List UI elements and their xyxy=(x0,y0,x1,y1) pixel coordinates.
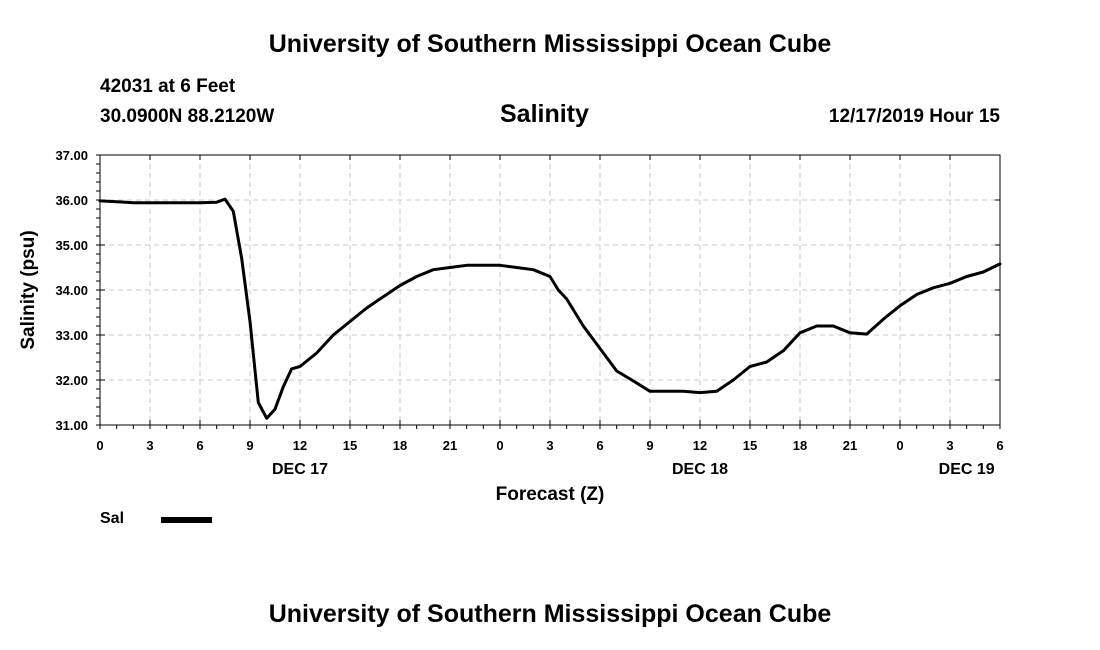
forecast-timestamp: 12/17/2019 Hour 15 xyxy=(828,106,1000,127)
x-tick-label: 6 xyxy=(596,438,603,453)
x-tick-label: 3 xyxy=(546,438,553,453)
x-tick-label: 3 xyxy=(146,438,153,453)
page-title: University of Southern Mississippi Ocean… xyxy=(268,30,832,58)
day-label: DEC 19 xyxy=(939,461,995,478)
legend-label: Sal xyxy=(100,510,125,527)
plot-frame xyxy=(99,154,1001,426)
x-tick-label: 9 xyxy=(646,438,653,453)
day-label: DEC 18 xyxy=(672,461,728,478)
y-tick-label: 33.00 xyxy=(55,328,88,343)
legend-line-swatch xyxy=(161,517,212,523)
x-tick-label: 21 xyxy=(443,438,457,453)
station-label: 42031 at 6 Feet xyxy=(100,76,236,97)
y-tick-label: 37.00 xyxy=(55,148,88,163)
x-tick-label: 3 xyxy=(946,438,953,453)
station-coords: 30.0900N 88.2120W xyxy=(100,106,275,127)
x-tick-label: 12 xyxy=(293,438,307,453)
footer-title: University of Southern Mississippi Ocean… xyxy=(268,600,832,628)
y-tick-label: 31.00 xyxy=(55,418,88,433)
x-tick-label: 12 xyxy=(693,438,707,453)
x-tick-label: 15 xyxy=(343,438,357,453)
x-tick-label: 6 xyxy=(196,438,203,453)
x-tick-label: 0 xyxy=(496,438,503,453)
x-tick-label: 18 xyxy=(393,438,407,453)
x-tick-label: 0 xyxy=(896,438,903,453)
y-tick-label: 35.00 xyxy=(55,238,88,253)
x-tick-label: 15 xyxy=(743,438,757,453)
x-tick-label: 21 xyxy=(843,438,857,453)
salinity-series-line xyxy=(98,197,1002,420)
x-tick-label: 6 xyxy=(996,438,1003,453)
y-tick-label: 34.00 xyxy=(55,283,88,298)
y-tick-label: 36.00 xyxy=(55,193,88,208)
x-axis-title: Forecast (Z) xyxy=(496,484,605,505)
x-tick-label: 18 xyxy=(793,438,807,453)
y-tick-label: 32.00 xyxy=(55,373,88,388)
x-tick-label: 9 xyxy=(246,438,253,453)
day-label: DEC 17 xyxy=(272,461,328,478)
x-tick-label: 0 xyxy=(96,438,103,453)
chart-title: Salinity xyxy=(500,100,589,128)
y-axis-title: Salinity (psu) xyxy=(18,230,39,349)
